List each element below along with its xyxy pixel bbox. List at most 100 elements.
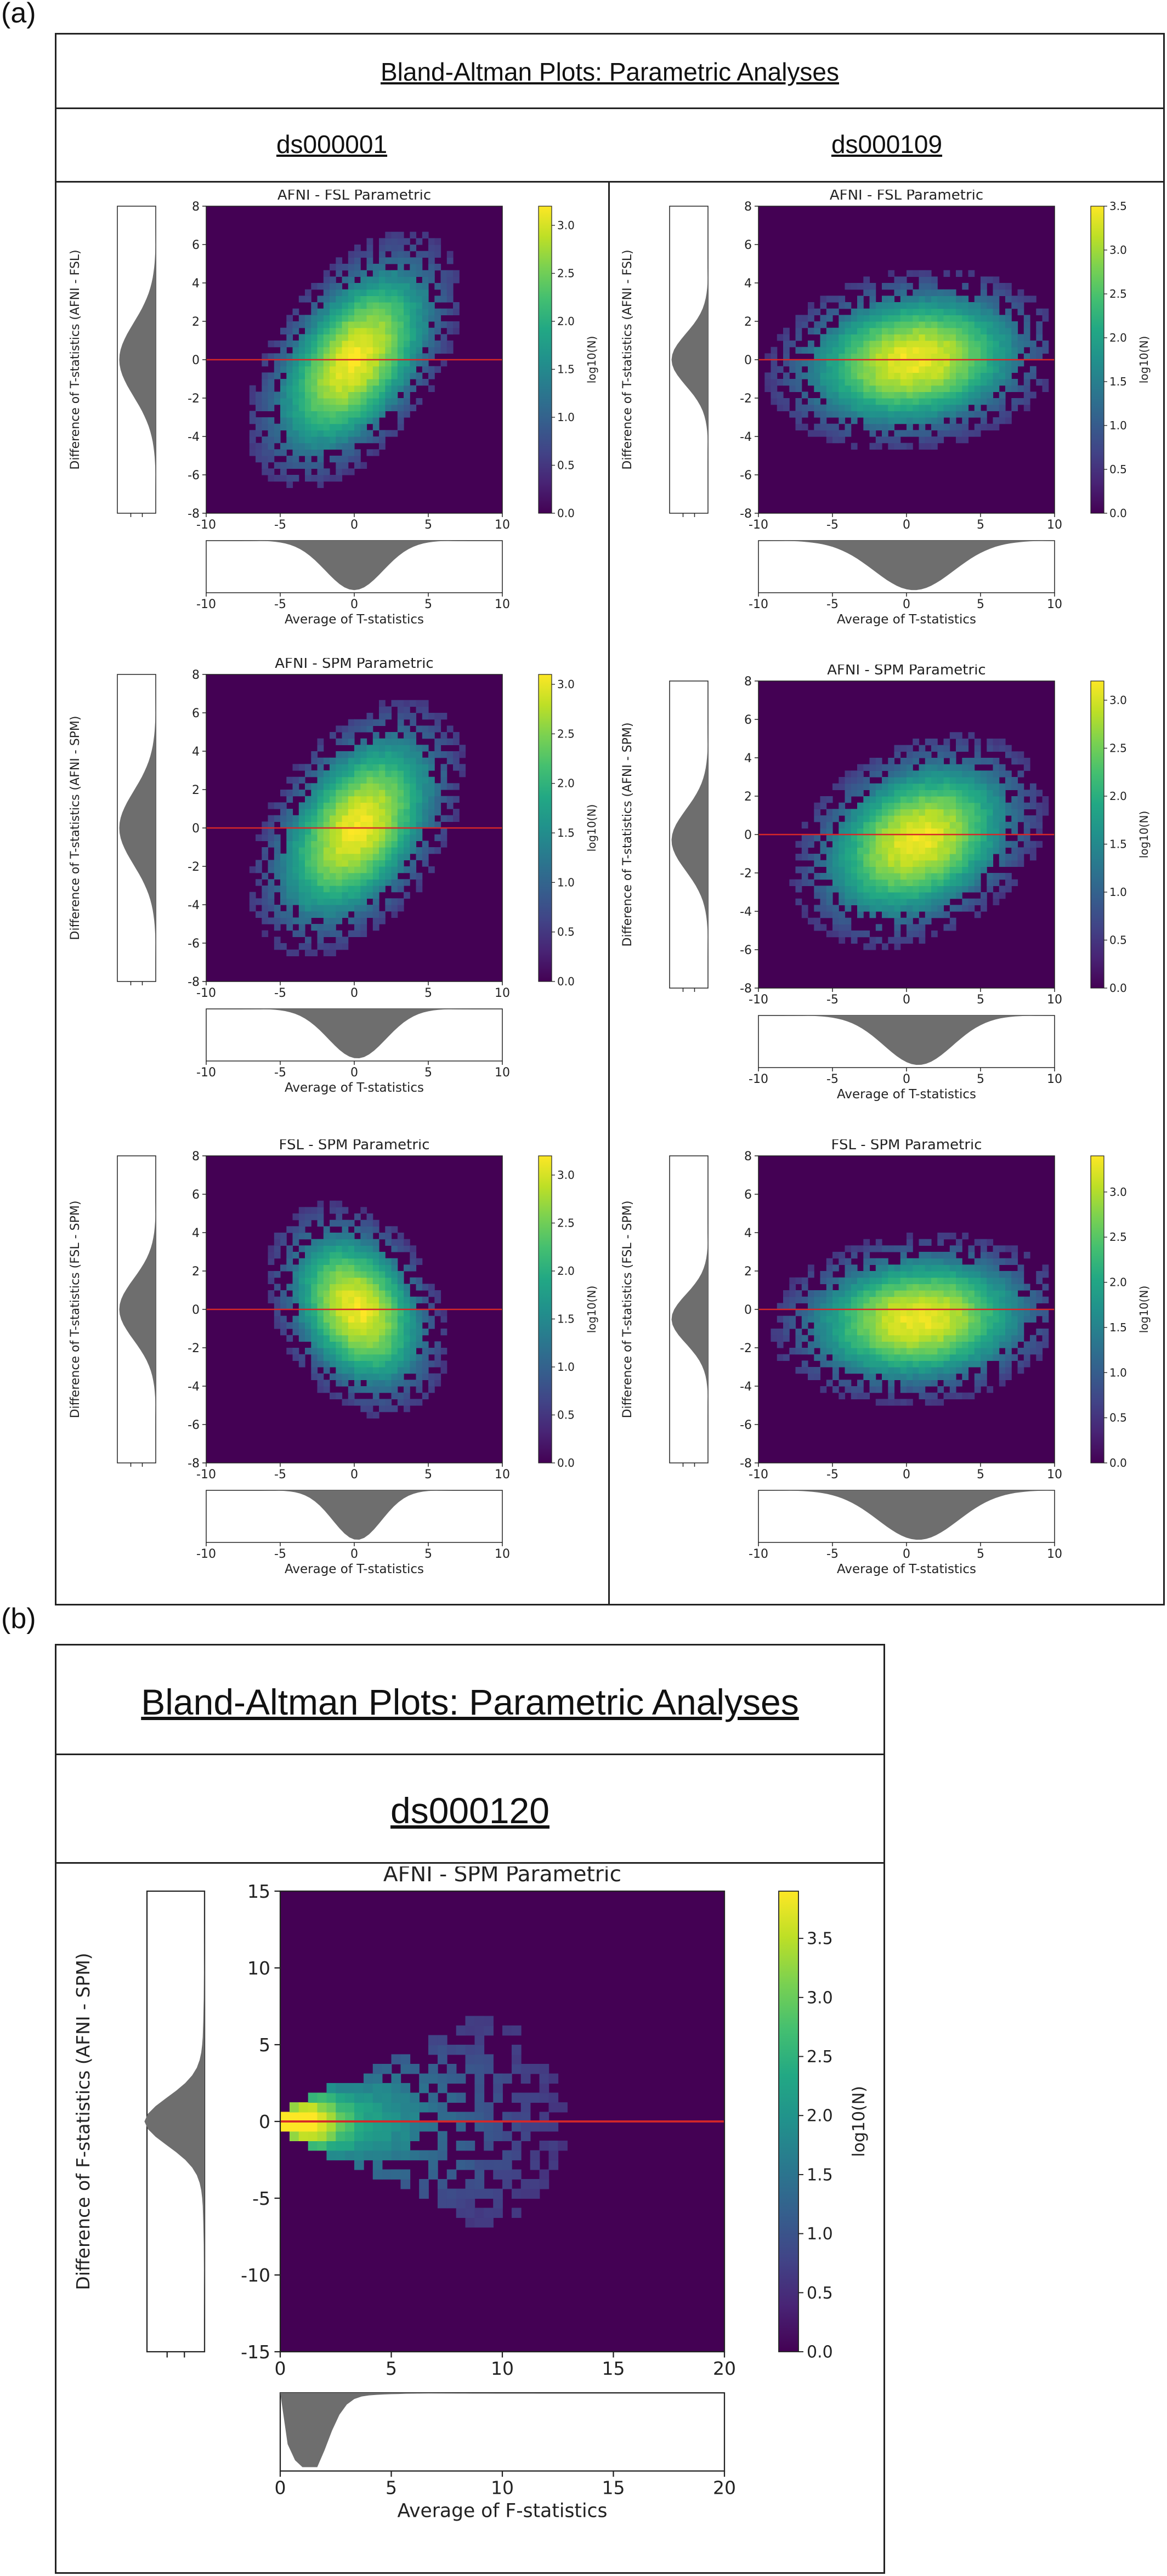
density-cell <box>348 821 355 829</box>
density-cell <box>974 334 981 341</box>
density-cell <box>863 777 870 784</box>
density-cell <box>404 1290 410 1297</box>
density-cell <box>882 327 888 334</box>
density-cell <box>1023 1315 1030 1323</box>
density-cell <box>900 815 907 822</box>
density-cell <box>962 1290 969 1297</box>
density-cell <box>311 751 318 758</box>
density-cell <box>354 353 361 360</box>
density-cell <box>839 436 846 444</box>
density-cell <box>379 391 386 399</box>
density-cell <box>354 1309 361 1317</box>
density-cell <box>372 417 379 424</box>
density-cell <box>298 442 305 450</box>
density-cell <box>268 391 275 399</box>
density-cell <box>882 1322 888 1329</box>
density-cell <box>820 423 827 430</box>
density-cell <box>410 1399 417 1406</box>
density-cell <box>440 1309 447 1317</box>
density-cell <box>968 847 975 854</box>
density-cell <box>869 937 876 944</box>
density-cell <box>459 770 466 778</box>
density-cell <box>360 1399 367 1406</box>
density-cell <box>839 1252 846 1259</box>
density-cell <box>919 302 926 309</box>
density-cell <box>937 302 944 309</box>
density-cell <box>379 917 386 924</box>
density-cell <box>937 911 944 918</box>
density-cell <box>317 1329 324 1336</box>
density-cell <box>317 360 324 367</box>
density-cell <box>317 796 324 803</box>
density-cell <box>336 1380 343 1387</box>
density-cell <box>956 353 962 360</box>
density-cell <box>446 257 454 264</box>
density-cell <box>845 423 852 430</box>
density-cell <box>379 302 386 309</box>
density-cell <box>262 872 269 880</box>
density-cell <box>937 385 944 392</box>
density-cell <box>342 783 349 790</box>
colorbar-tick-label: 1.5 <box>1109 838 1127 851</box>
hexbin-density-cells <box>771 1233 1049 1406</box>
density-cell <box>416 1315 423 1323</box>
density-cell <box>832 360 839 367</box>
density-cell <box>292 347 299 354</box>
density-cell <box>814 873 821 880</box>
colorbar-tick-label: 3.0 <box>557 1168 575 1182</box>
density-cell <box>311 866 318 873</box>
density-cell <box>894 777 901 784</box>
density-cell <box>372 423 379 430</box>
density-cell <box>1011 327 1018 334</box>
density-cell <box>826 1264 833 1272</box>
density-cell <box>875 815 882 822</box>
density-cell <box>311 860 318 867</box>
density-cell <box>379 757 386 764</box>
colorbar-tick-label: 2.5 <box>557 727 575 740</box>
density-cell <box>262 372 269 379</box>
density-cell <box>894 886 901 893</box>
density-cell <box>869 1341 876 1348</box>
density-cell <box>385 353 392 360</box>
density-cell <box>354 430 361 437</box>
density-cell <box>379 411 386 418</box>
density-cell <box>869 790 876 797</box>
density-cell <box>894 1373 901 1380</box>
density-cell <box>323 283 330 290</box>
density-cell <box>875 1309 882 1317</box>
density-cell <box>366 449 373 456</box>
density-cell <box>342 1335 349 1342</box>
density-cell <box>305 815 311 822</box>
density-cell <box>956 1329 962 1336</box>
density-cell <box>298 347 305 354</box>
density-cell <box>1030 815 1036 822</box>
density-cell <box>949 764 956 771</box>
density-cell <box>1023 341 1030 348</box>
density-cell <box>981 276 987 283</box>
density-cell <box>894 930 901 938</box>
density-cell <box>385 898 392 905</box>
density-cell <box>993 1296 1000 1303</box>
density-cell <box>342 1399 349 1406</box>
density-cell <box>366 872 373 880</box>
density-cell <box>900 372 907 379</box>
density-cell <box>342 372 349 379</box>
density-cell <box>875 327 882 334</box>
density-cell <box>993 1303 1000 1310</box>
density-cell <box>900 790 907 797</box>
density-cell <box>808 327 814 334</box>
density-cell <box>826 347 833 354</box>
density-cell <box>422 764 429 771</box>
density-cell <box>869 911 876 918</box>
density-cell <box>1023 379 1030 386</box>
density-cell <box>354 1258 361 1265</box>
density-cell <box>857 283 864 290</box>
density-cell <box>305 385 311 392</box>
density-cell <box>317 776 324 784</box>
density-cell <box>336 790 343 797</box>
density-cell <box>1017 1271 1024 1278</box>
density-cell <box>987 360 994 367</box>
density-cell <box>882 860 888 867</box>
density-cell <box>1011 1252 1018 1259</box>
density-cell <box>292 1277 299 1284</box>
